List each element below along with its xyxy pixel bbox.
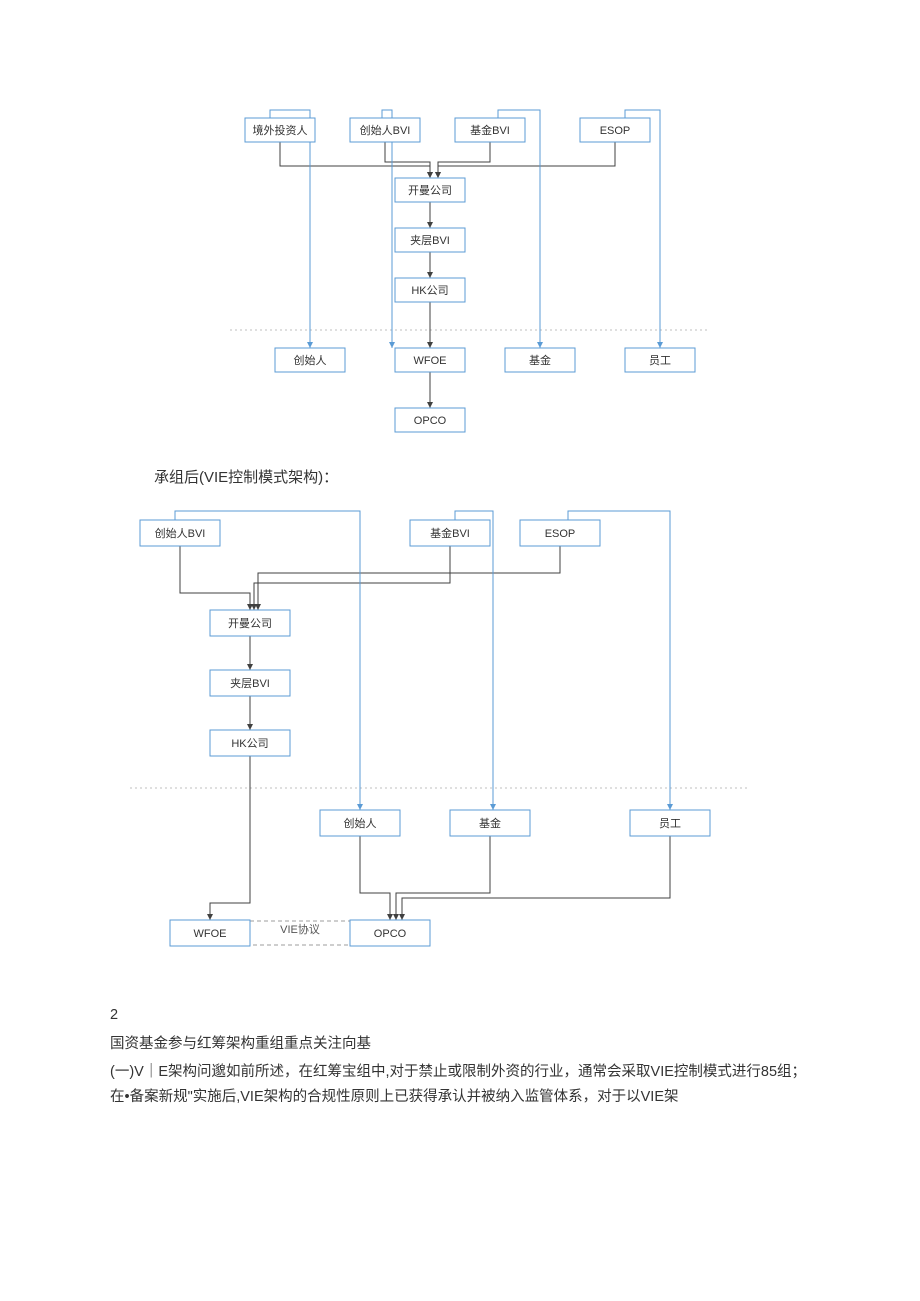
body-heading: 国资基金参与红筹架构重组重点关注向基: [110, 1032, 810, 1057]
edge: [438, 142, 490, 178]
node-m2: 开曼公司: [210, 610, 290, 636]
node-n5b: WFOE: [395, 348, 465, 372]
page: 境外投资人创始人BVI基金BVIESOP开曼公司夹层BVIHK公司创始人WFOE…: [0, 0, 920, 1110]
node-n5a: 创始人: [275, 348, 345, 372]
edge: [175, 511, 360, 810]
edge: [402, 836, 670, 920]
node-n2: 开曼公司: [395, 178, 465, 202]
node-m4: HK公司: [210, 730, 290, 756]
node-label: OPCO: [374, 928, 407, 940]
node-label: 创始人BVI: [360, 123, 411, 137]
edge: [568, 511, 670, 810]
diagram-2: VIE协议 创始人BVI 基金BVI ESOP 开曼公司夹层BVI HK公司创始人 基金 员…: [130, 503, 770, 963]
node-n1d: ESOP: [580, 118, 650, 142]
edge: [258, 546, 560, 610]
node-n1c: 基金BVI: [455, 118, 525, 142]
node-label: 基金BVI: [470, 123, 510, 137]
node-label: 创始人: [344, 816, 377, 830]
node-label: WFOE: [414, 355, 447, 367]
body-para: (一)V｜E架构问邈如前所述，在红筹宝组中,对于禁止或限制外资的行业，通常会采取…: [110, 1060, 810, 1109]
node-n3: 夹层BVI: [395, 228, 465, 252]
diagram-2-caption: 承组后(VIE控制模式架构)：: [154, 466, 920, 487]
edge: [498, 110, 540, 348]
edge: [210, 756, 250, 920]
diagram-2-wrap: VIE协议 创始人BVI 基金BVI ESOP 开曼公司夹层BVI HK公司创始人 基金 员…: [0, 503, 920, 963]
edge: [382, 110, 392, 348]
node-label: 境外投资人: [253, 123, 308, 137]
node-label: 创始人BVI: [155, 526, 206, 540]
node-n1b: 创始人BVI: [350, 118, 420, 142]
node-n6: OPCO: [395, 408, 465, 432]
node-m6a: WFOE: [170, 920, 250, 946]
edge: [280, 142, 430, 178]
node-label: OPCO: [414, 415, 447, 427]
edge: [455, 511, 493, 810]
node-label: 员工: [659, 817, 681, 830]
node-label: HK公司: [231, 738, 268, 750]
vie-agreement-label: VIE协议: [280, 922, 320, 936]
node-m3: 夹层BVI: [210, 670, 290, 696]
edge: [625, 110, 660, 348]
node-n1a: 境外投资人: [245, 118, 315, 142]
node-m5c: 员工: [630, 810, 710, 836]
node-m1a: 创始人BVI: [140, 520, 220, 546]
edge: [254, 546, 450, 610]
node-m5a: 创始人: [320, 810, 400, 836]
node-label: 创始人: [294, 353, 327, 367]
edge: [360, 836, 390, 920]
node-n5c: 基金: [505, 348, 575, 372]
node-label: WFOE: [194, 928, 227, 940]
body-text: 2 国资基金参与红筹架构重组重点关注向基 (一)V｜E架构问邈如前所述，在红筹宝…: [110, 1003, 810, 1110]
node-m6b: OPCO: [350, 920, 430, 946]
edge: [438, 142, 615, 178]
edge: [270, 110, 310, 348]
edge: [396, 836, 490, 920]
node-label: 基金: [529, 353, 551, 367]
node-label: 夹层BVI: [230, 677, 270, 690]
node-m1b: 基金BVI: [410, 520, 490, 546]
node-label: 基金: [479, 816, 501, 830]
diagram-1: 境外投资人 创始人BVI 基金BVI ESOP 开曼公司夹层BVI HK公司创始人 WFOE…: [230, 100, 730, 450]
node-label: 夹层BVI: [410, 234, 450, 247]
node-label: ESOP: [545, 528, 576, 540]
edge: [180, 546, 250, 610]
node-label: ESOP: [600, 125, 631, 137]
node-m1c: ESOP: [520, 520, 600, 546]
node-m5b: 基金: [450, 810, 530, 836]
node-label: 基金BVI: [430, 526, 470, 540]
node-n5d: 员工: [625, 348, 695, 372]
diagram-1-wrap: 境外投资人 创始人BVI 基金BVI ESOP 开曼公司夹层BVI HK公司创始人 WFOE…: [0, 0, 920, 450]
node-n4: HK公司: [395, 278, 465, 302]
node-label: 开曼公司: [408, 184, 452, 197]
page-number: 2: [110, 1003, 810, 1028]
node-label: 员工: [649, 354, 671, 367]
node-label: HK公司: [411, 285, 448, 297]
node-label: 开曼公司: [228, 617, 272, 630]
